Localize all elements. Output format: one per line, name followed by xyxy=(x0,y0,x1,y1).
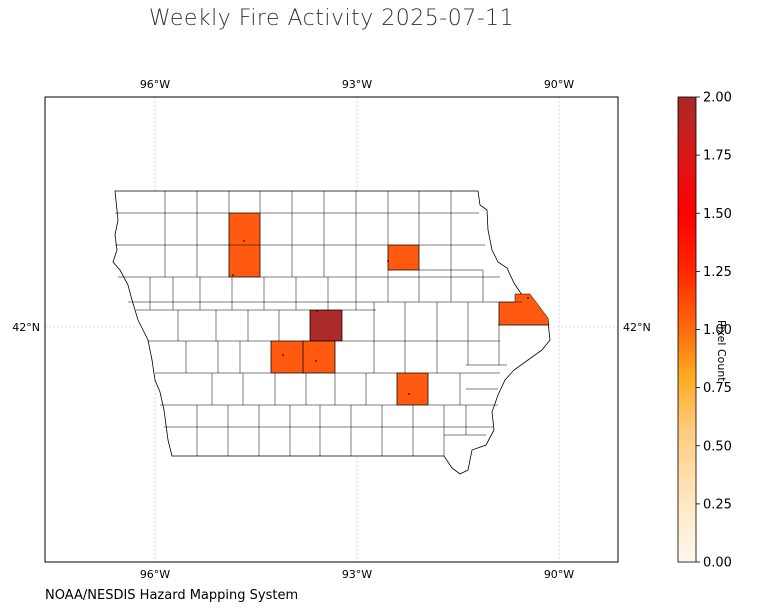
fire-point xyxy=(316,310,318,312)
county-fire-6 xyxy=(302,340,336,374)
fire-point xyxy=(527,297,529,299)
colorbar-label: Pixel Count xyxy=(715,320,728,382)
colorbar-tick-label: 1.75 xyxy=(703,149,732,164)
colorbar-tick-label: 1.25 xyxy=(703,265,732,280)
colorbar-tick-label: 0.25 xyxy=(703,497,732,512)
fire-points xyxy=(232,240,529,395)
iowa-state xyxy=(112,190,551,475)
colorbar-tick-label: 0.75 xyxy=(703,381,732,396)
colorbar-tick-label: 0.00 xyxy=(703,556,732,571)
county-fire-2 xyxy=(387,244,420,271)
lat-label-left: 42°N xyxy=(12,321,40,334)
map-frame xyxy=(44,96,619,563)
lon-label-top-2: 93°W xyxy=(342,78,372,91)
colorbar-gradient xyxy=(677,96,697,563)
colorbar-ticks: 0.00 0.25 0.50 0.75 1.00 1.25 1.50 1.75 2.00 xyxy=(696,91,732,571)
county-fire-5 xyxy=(270,340,305,374)
county-borders xyxy=(115,191,549,456)
lon-label-bottom-3: 90°W xyxy=(544,568,574,581)
map-title: Weekly Fire Activity 2025-07-11 xyxy=(148,6,515,31)
colorbar-tick-label: 2.00 xyxy=(703,91,732,106)
colorbar-tick-label: 1.00 xyxy=(703,323,732,338)
county-fire-7 xyxy=(396,372,429,406)
lon-label-top-3: 90°W xyxy=(544,78,574,91)
colorbar: 0.00 0.25 0.50 0.75 1.00 1.25 1.50 1.75 2.00 xyxy=(677,91,732,571)
fire-point xyxy=(282,354,284,356)
lon-label-bottom-1: 96°W xyxy=(140,568,170,581)
colorbar-tick-label: 0.50 xyxy=(703,439,732,454)
fire-point xyxy=(243,240,245,242)
colorbar-tick-label: 1.50 xyxy=(703,207,732,222)
county-fire-4 xyxy=(309,309,343,342)
source-credit: NOAA/NESDIS Hazard Mapping System xyxy=(45,588,299,603)
fire-point xyxy=(315,360,317,362)
fire-point xyxy=(408,393,410,395)
lon-label-bottom-2: 93°W xyxy=(342,568,372,581)
lat-label-right: 42°N xyxy=(623,321,651,334)
fire-point xyxy=(387,260,389,262)
lon-label-top-1: 96°W xyxy=(140,78,170,91)
fire-point xyxy=(232,274,234,276)
